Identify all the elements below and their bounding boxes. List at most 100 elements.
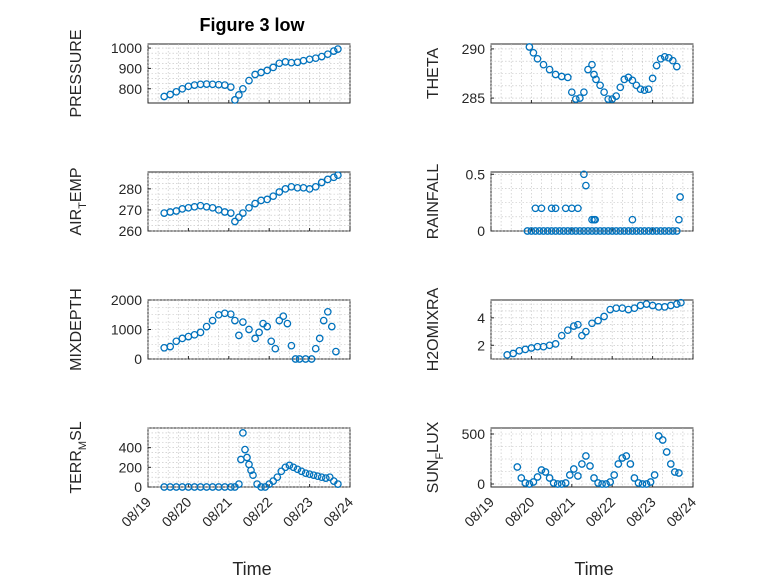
data-point xyxy=(612,92,621,100)
data-point xyxy=(630,474,639,482)
data-point xyxy=(543,227,552,235)
data-point xyxy=(632,227,641,235)
data-point xyxy=(565,471,574,479)
data-point xyxy=(580,88,588,97)
grid xyxy=(147,299,351,360)
data-point xyxy=(317,473,326,482)
data-point xyxy=(239,84,247,93)
data-point xyxy=(654,432,663,440)
data-point xyxy=(561,479,570,487)
data-point xyxy=(334,171,342,180)
subplot-theta: 285 290 THETA xyxy=(425,41,694,106)
data-point xyxy=(576,227,584,235)
data-point xyxy=(582,327,590,336)
y-tick-label: 0 xyxy=(134,351,142,367)
data-point xyxy=(208,316,217,325)
grid xyxy=(490,428,694,487)
y-tick-label: 260 xyxy=(119,223,143,239)
subplot-pressure: 800 900 1000 PRESSURE xyxy=(68,29,351,118)
data-point xyxy=(675,215,683,224)
data-point xyxy=(247,466,255,475)
y-tick-label: 4 xyxy=(477,310,485,326)
data-point xyxy=(551,227,560,235)
data-point xyxy=(604,95,613,103)
data-point xyxy=(332,347,340,356)
data-point xyxy=(563,73,572,82)
data-point xyxy=(309,471,318,480)
x-tick-label: 08/21 xyxy=(199,494,235,530)
data-point xyxy=(313,472,322,481)
data-point xyxy=(555,227,564,235)
data-point xyxy=(672,227,681,235)
subplot-sun-flux: 0 500 08/19 08/20 08/21 08/22 08/23 08/24 SUNFLU… xyxy=(425,421,699,530)
data-point xyxy=(277,467,286,476)
subplot-mixdepth: 0 1000 2000 MIXDEPTH xyxy=(68,288,351,371)
data-point xyxy=(620,75,629,84)
y-tick-label: 500 xyxy=(462,426,486,442)
data-point xyxy=(531,227,540,235)
x-tick-label: 08/20 xyxy=(158,494,194,530)
data-point xyxy=(547,204,556,213)
x-axis-label-right: Time xyxy=(574,559,613,579)
data-point xyxy=(235,480,243,488)
data-point xyxy=(600,88,608,97)
data-point xyxy=(311,344,320,353)
data-point xyxy=(588,60,596,69)
data-point xyxy=(614,460,623,468)
data-point xyxy=(608,227,617,235)
data-point xyxy=(533,473,542,481)
data-point xyxy=(289,463,298,472)
data-point xyxy=(317,178,326,187)
data-point xyxy=(255,328,263,337)
y-axis-label: THETA xyxy=(425,48,442,100)
y-tick-label: 290 xyxy=(462,41,486,57)
x-tick-label: 08/20 xyxy=(501,494,537,530)
x-tick-label: 08/22 xyxy=(239,494,275,530)
data-point xyxy=(628,227,637,235)
data-point xyxy=(523,227,532,235)
data-point xyxy=(632,81,641,90)
data-point xyxy=(535,227,544,235)
data-point xyxy=(307,355,316,363)
data-point xyxy=(321,474,330,482)
x-tick-label: 08/19 xyxy=(118,494,154,530)
data-point xyxy=(269,477,278,485)
data-point xyxy=(166,342,175,351)
data-point xyxy=(166,90,175,99)
data-point xyxy=(251,334,259,343)
x-tick-label: 08/23 xyxy=(280,494,316,530)
data-point xyxy=(626,460,635,468)
data-point xyxy=(594,316,602,325)
data-point xyxy=(329,173,338,182)
data-point xyxy=(509,349,518,358)
y-tick-label: 800 xyxy=(119,81,143,97)
data-point xyxy=(525,43,534,51)
data-point xyxy=(662,448,671,456)
data-point xyxy=(249,471,257,480)
data-point xyxy=(551,204,560,213)
data-point xyxy=(196,328,205,337)
data-point xyxy=(226,483,235,491)
data-point xyxy=(513,463,522,471)
data-point xyxy=(525,480,534,488)
data-point xyxy=(582,181,590,190)
data-point xyxy=(574,204,582,213)
data-point xyxy=(263,66,272,75)
data-point xyxy=(660,227,669,235)
subplot-air-temp: 260 270 280 AIRTEMP xyxy=(68,167,351,239)
x-tick-label: 08/23 xyxy=(623,494,659,530)
data-point xyxy=(574,472,582,480)
y-tick-label: 400 xyxy=(119,440,143,456)
y-tick-label: 270 xyxy=(119,202,143,218)
data-point xyxy=(529,48,538,57)
data-point xyxy=(644,227,653,235)
y-tick-label: 2 xyxy=(477,337,485,353)
data-point xyxy=(239,209,247,217)
chart-title: Figure 3 low xyxy=(199,15,305,35)
data-point xyxy=(297,467,306,476)
data-point xyxy=(650,471,659,479)
data-point xyxy=(172,87,181,96)
data-point xyxy=(648,74,657,83)
data-point xyxy=(287,341,296,350)
